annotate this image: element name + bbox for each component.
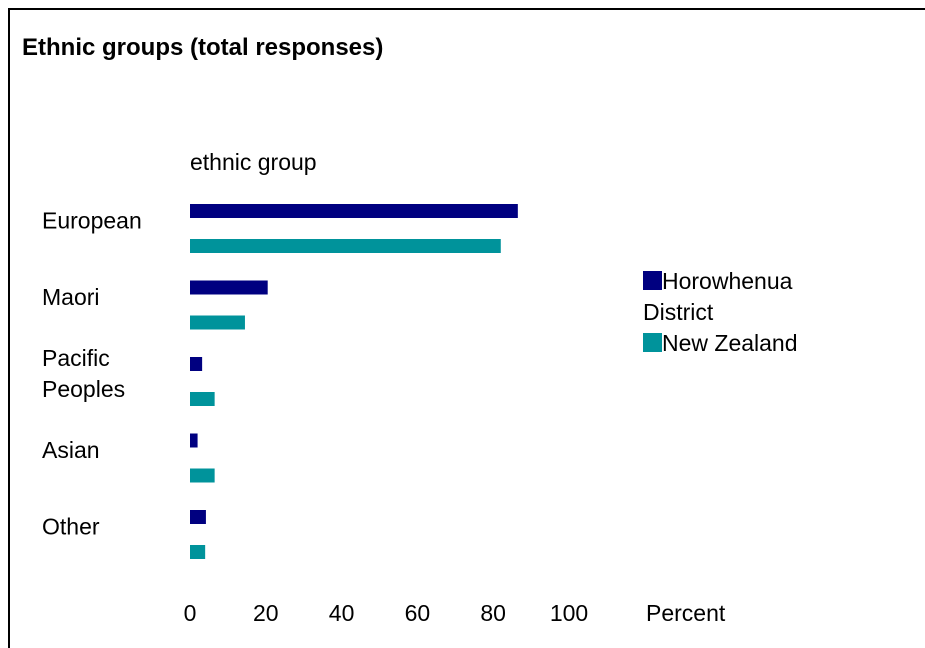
y-axis-label: ethnic group — [190, 149, 317, 175]
bar-horowhenua — [190, 510, 206, 524]
legend-label-new-zealand: New Zealand — [662, 330, 798, 356]
legend-item-new-zealand: New Zealand — [643, 328, 843, 359]
bar-horowhenua — [190, 357, 203, 371]
category-label: Other — [42, 514, 100, 540]
chart-title: Ethnic groups (total responses) — [22, 34, 384, 61]
legend-swatch-horowhenua — [643, 271, 662, 290]
legend-swatch-new-zealand — [643, 333, 662, 352]
bar-new-zealand — [190, 468, 215, 483]
legend-item-horowhenua: Horowhenua District — [643, 266, 843, 328]
legend-label-horowhenua: Horowhenua District — [643, 268, 793, 325]
category-label: European — [42, 208, 142, 234]
x-tick-label: 80 — [480, 600, 506, 626]
bar-new-zealand — [190, 315, 245, 330]
bar-horowhenua — [190, 280, 268, 295]
x-tick-label: 60 — [405, 600, 431, 626]
x-tick-label: 0 — [184, 600, 197, 626]
bar-new-zealand — [190, 392, 215, 406]
category-label: Asian — [42, 437, 100, 463]
x-tick-label: 40 — [329, 600, 355, 626]
bar-new-zealand — [190, 545, 206, 559]
legend: Horowhenua District New Zealand — [643, 266, 843, 359]
chart-frame — [8, 8, 925, 648]
bar-new-zealand — [190, 239, 501, 253]
category-label: Maori — [42, 284, 100, 310]
x-tick-label: 100 — [550, 600, 588, 626]
x-axis-label: Percent — [646, 600, 726, 626]
bar-horowhenua — [190, 433, 198, 448]
bar-chart: ethnic group European Maori Pacific Peoples A… — [42, 149, 726, 626]
category-label: Pacific Peoples — [42, 345, 125, 402]
bar-horowhenua — [190, 204, 518, 218]
x-tick-label: 20 — [253, 600, 279, 626]
